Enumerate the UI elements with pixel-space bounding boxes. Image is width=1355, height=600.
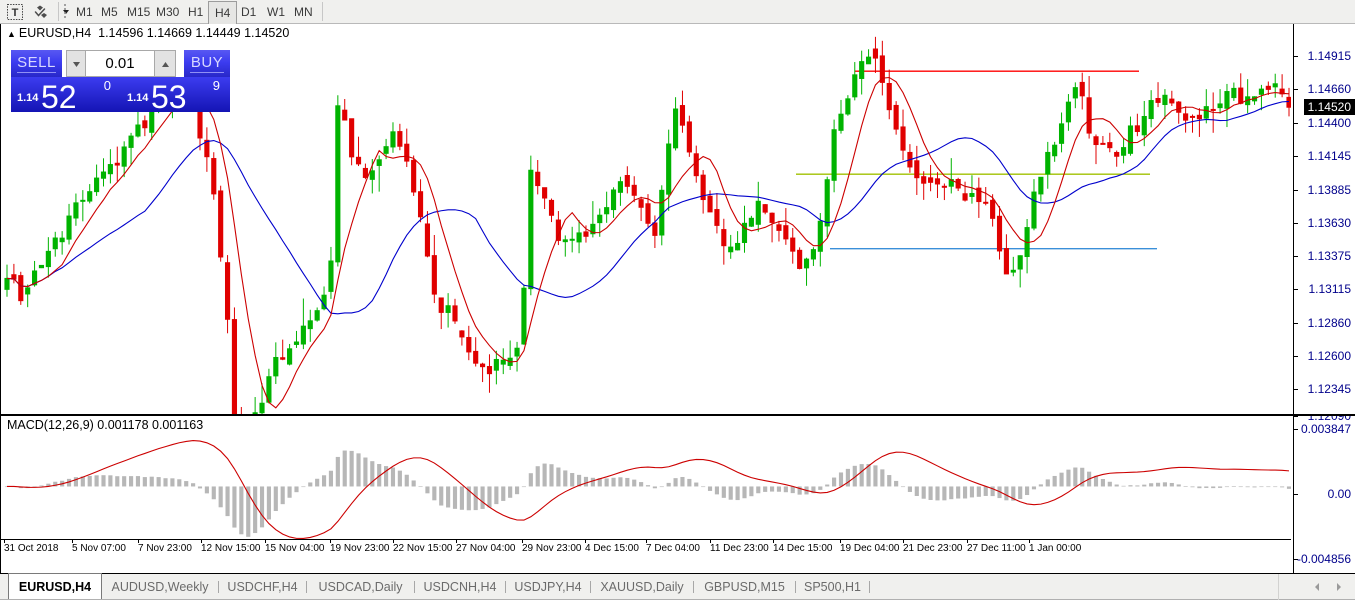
svg-text:T: T xyxy=(12,7,19,19)
